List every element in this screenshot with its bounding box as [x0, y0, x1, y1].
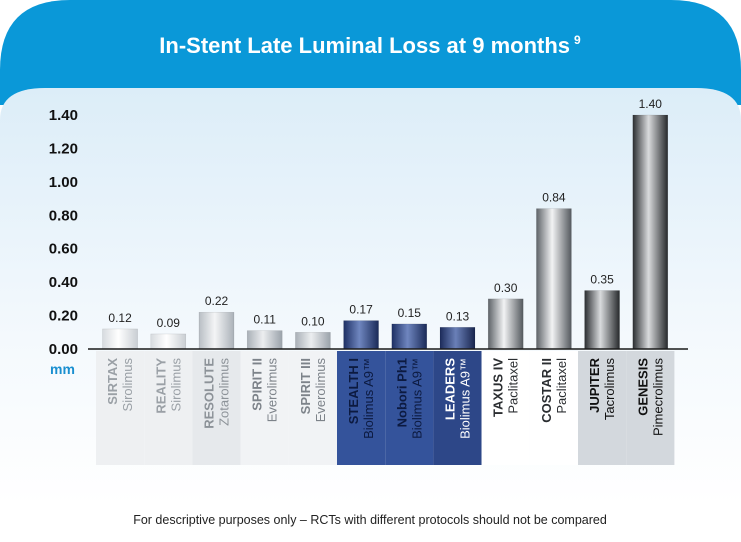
data-label: 0.17	[349, 303, 373, 317]
category-drug: Paclitaxel	[506, 358, 521, 414]
category-name: Nobori Ph1	[394, 358, 409, 427]
category-drug: Tacrolimus	[602, 358, 617, 421]
category-name: REALITY	[153, 358, 168, 414]
category-name: STEALTH I	[346, 358, 361, 424]
data-label: 1.40	[639, 97, 663, 111]
category-band	[288, 351, 337, 465]
category-drug: Biolimus A9™	[361, 358, 376, 439]
category-name: JUPITER	[587, 357, 602, 413]
category-bands	[96, 351, 675, 465]
category-band	[433, 351, 482, 465]
bar-sirtax	[102, 328, 138, 350]
bar-reality	[150, 333, 187, 350]
category-name: SPIRIT II	[250, 358, 265, 411]
y-tick-label: 0.40	[49, 274, 78, 291]
category-label: REALITY Sirolimus	[153, 358, 183, 414]
category-band	[337, 351, 386, 465]
category-name: COSTAR II	[539, 358, 554, 423]
category-drug: Pimecrolimus	[650, 358, 665, 437]
category-drug: Paclitaxel	[554, 358, 569, 414]
data-label: 0.09	[157, 316, 181, 330]
category-label: COSTAR II Paclitaxel	[539, 358, 569, 423]
category-name: TAXUS IV	[491, 358, 506, 417]
category-label: SPIRIT II Everolimus	[250, 358, 280, 423]
bars	[102, 114, 669, 350]
data-labels: 0.12 0.09 0.22 0.11 0.10 0.17 0.15 0.13 0.30 0.84…	[108, 97, 662, 330]
category-label: SPIRIT III Everolimus	[298, 358, 328, 423]
data-label: 0.11	[253, 313, 276, 327]
bar-spirit-ii	[246, 330, 283, 350]
data-label: 0.35	[590, 273, 614, 287]
bar-spirit-iii	[295, 332, 331, 350]
bar-leaders	[439, 327, 476, 350]
footnote: For descriptive purposes only – RCTs wit…	[133, 513, 607, 527]
category-band	[240, 351, 289, 465]
category-name: RESOLUTE	[202, 358, 217, 429]
y-axis-label: mm	[50, 361, 75, 377]
category-label: TAXUS IV Paclitaxel	[491, 358, 521, 417]
category-label: JUPITER Tacrolimus	[587, 357, 617, 420]
data-label: 0.22	[205, 294, 229, 308]
bar-stealth-i	[343, 320, 379, 350]
y-axis-ticks: 0.00 0.20 0.40 0.60 0.80 1.00 1.20 1.40	[49, 107, 78, 358]
category-label: SIRTAX Sirolimus	[105, 358, 135, 412]
category-band	[192, 351, 241, 465]
category-drug: Sirolimus	[120, 358, 135, 412]
bar-resolute	[198, 311, 235, 350]
category-name: GENESIS	[635, 358, 650, 416]
y-tick-label: 0.80	[49, 207, 78, 224]
bar-taxus-iv	[487, 298, 524, 350]
category-labels: SIRTAX Sirolimus REALITY Sirolimus RESOLUTE Z…	[105, 357, 665, 439]
y-tick-label: 1.40	[49, 107, 78, 124]
category-band	[529, 351, 578, 465]
bar-jupiter	[584, 290, 620, 350]
category-drug: Everolimus	[265, 358, 280, 423]
category-band	[144, 351, 193, 465]
category-label: LEADERS Biolimus A9™	[443, 358, 473, 439]
bar-costar-ii	[536, 208, 572, 350]
chart-title: In-Stent Late Luminal Loss at 9 months 9	[159, 33, 581, 58]
category-name: SPIRIT III	[298, 358, 313, 414]
category-name: SIRTAX	[105, 358, 120, 405]
category-band	[481, 351, 530, 465]
chart-title-text: In-Stent Late Luminal Loss at 9 months	[159, 33, 570, 58]
chart-title-superscript: 9	[574, 33, 581, 47]
category-label: Nobori Ph1 Biolimus A9™	[394, 358, 424, 439]
header-band	[0, 0, 741, 105]
category-band	[626, 351, 675, 465]
data-label: 0.30	[494, 281, 518, 295]
category-label: GENESIS Pimecrolimus	[635, 358, 665, 437]
category-band	[96, 351, 145, 465]
bar-nobori-ph1	[391, 323, 428, 350]
y-tick-label: 0.20	[49, 308, 78, 325]
bar-genesis	[632, 114, 669, 350]
category-drug: Biolimus A9™	[458, 358, 473, 439]
category-drug: Zotarolimus	[217, 358, 232, 426]
category-band	[578, 351, 627, 465]
category-drug: Sirolimus	[168, 358, 183, 412]
data-label: 0.13	[446, 309, 470, 323]
data-label: 0.84	[542, 191, 566, 205]
data-label: 0.12	[108, 311, 132, 325]
category-name: LEADERS	[443, 358, 458, 420]
y-tick-label: 0.00	[49, 341, 78, 358]
data-label: 0.15	[398, 306, 422, 320]
data-label: 0.10	[301, 314, 325, 328]
category-label: RESOLUTE Zotarolimus	[202, 358, 232, 429]
y-tick-label: 1.00	[49, 174, 78, 191]
category-drug: Biolimus A9™	[409, 358, 424, 439]
category-band	[385, 351, 434, 465]
y-tick-label: 0.60	[49, 241, 78, 258]
category-label: STEALTH I Biolimus A9™	[346, 358, 376, 439]
category-drug: Everolimus	[313, 358, 328, 423]
y-tick-label: 1.20	[49, 140, 78, 157]
